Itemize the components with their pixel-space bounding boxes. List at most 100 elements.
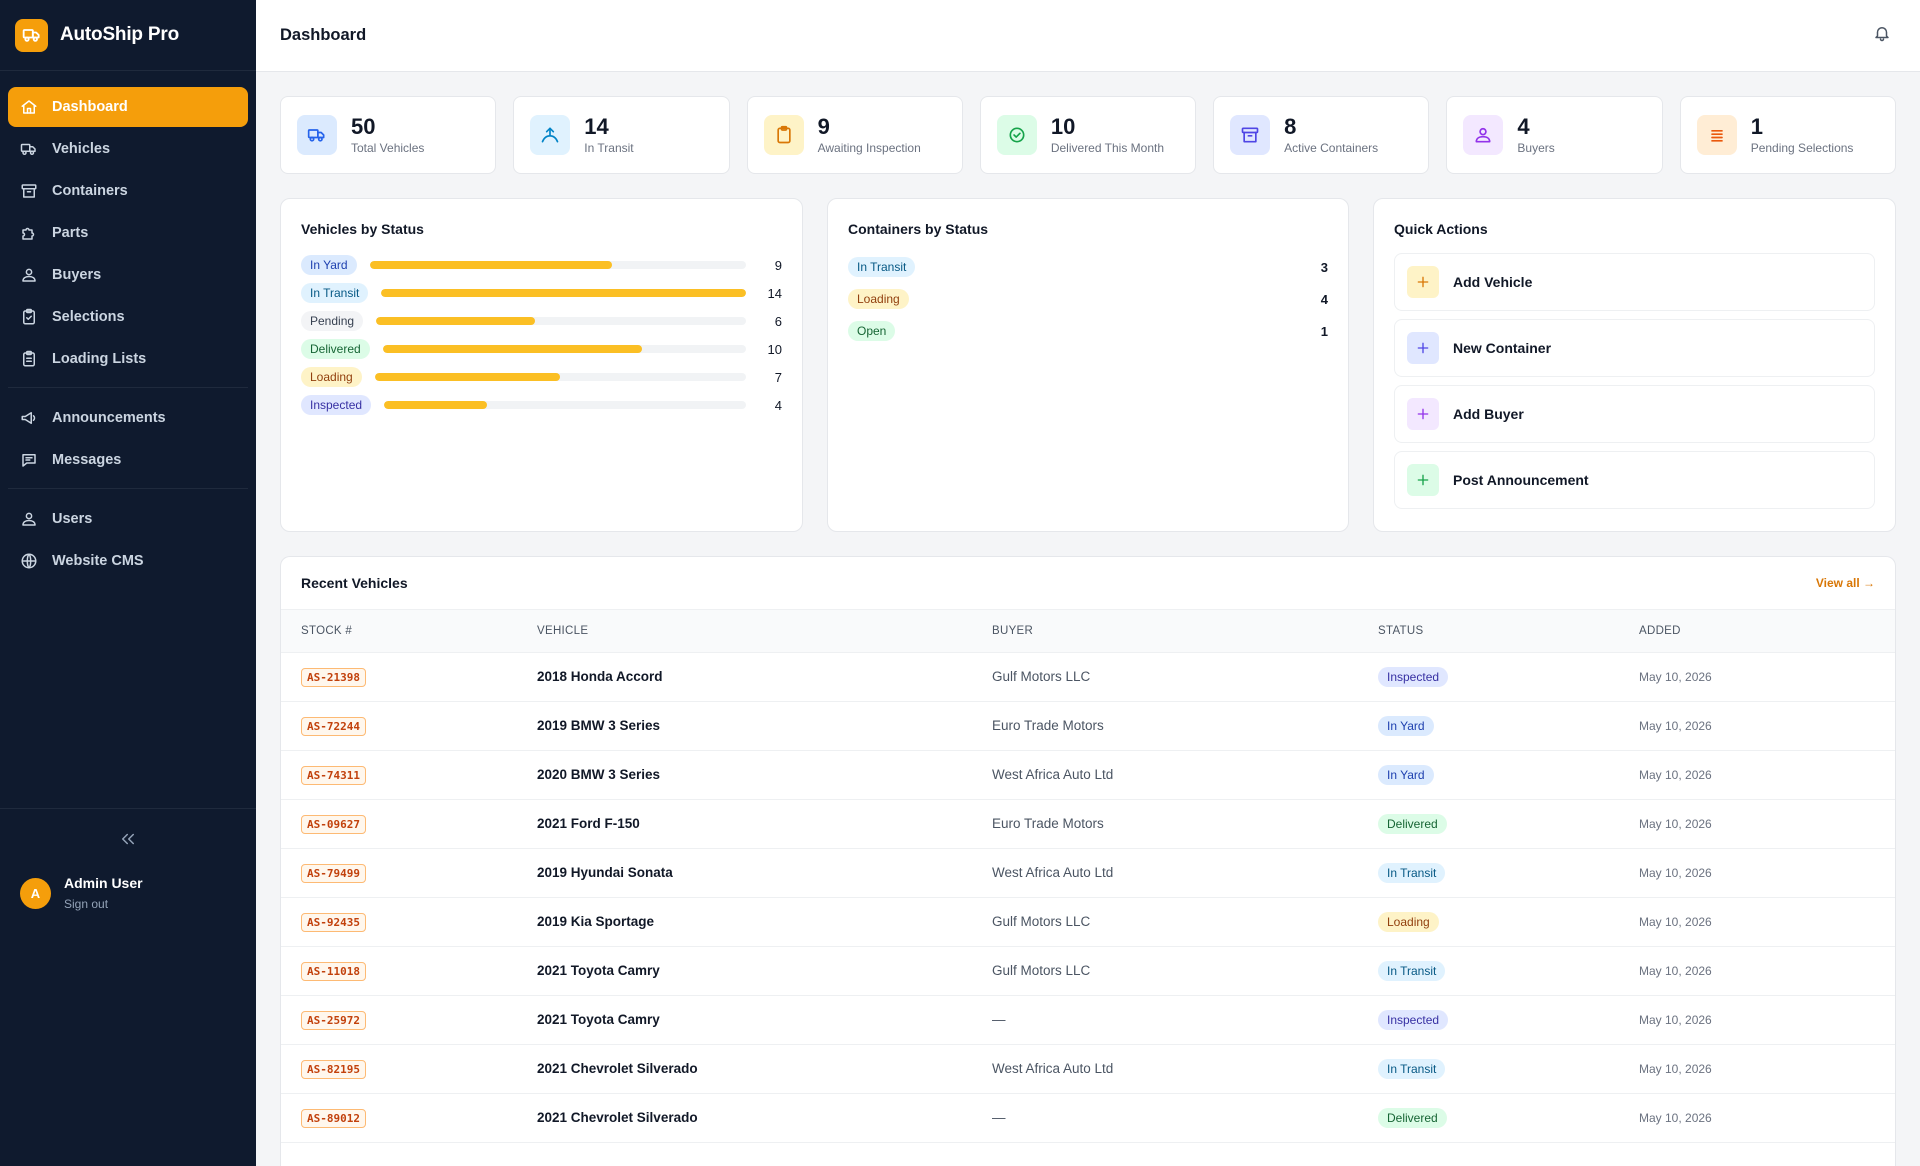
table-row[interactable]: AS-09627 2021 Ford F-150 Euro Trade Motors… xyxy=(281,799,1895,849)
panel-title: Quick Actions xyxy=(1394,221,1488,237)
table-row[interactable]: AS-89012 2021 Chevrolet Silverado — Deliver… xyxy=(281,1093,1895,1143)
containers-status-list: In Transit 3 Loading 4 Open 1 xyxy=(848,251,1328,347)
post-announcement-button[interactable]: Post Announcement xyxy=(1394,451,1875,509)
status-badge: Loading xyxy=(848,289,909,309)
page-title: Dashboard xyxy=(280,26,367,44)
status-badge: Delivered xyxy=(1378,1107,1447,1128)
status-bar-fill xyxy=(376,317,535,325)
stat-active-containers[interactable]: 8 Active Containers xyxy=(1213,96,1430,174)
sidebar-item-loading-lists[interactable]: Loading Lists xyxy=(8,339,248,379)
status-count: 7 xyxy=(774,369,782,385)
table-row[interactable]: AS-92435 2019 Kia Sportage Gulf Motors LLC… xyxy=(281,897,1895,947)
added-date: May 10, 2026 xyxy=(1639,1044,1895,1094)
nav-divider xyxy=(8,387,248,388)
status-badge: In Transit xyxy=(1378,862,1446,883)
stock-number[interactable]: AS-09627 xyxy=(301,815,366,834)
brand[interactable]: AutoShip Pro xyxy=(0,0,256,71)
stock-cell: AS-89012 xyxy=(281,1093,537,1143)
user-profile: A Admin User Sign out xyxy=(0,875,256,911)
stat-total-vehicles[interactable]: 50 Total Vehicles xyxy=(280,96,497,174)
stock-number[interactable]: AS-72244 xyxy=(301,717,366,736)
sidebar-item-selections[interactable]: Selections xyxy=(8,297,248,337)
status-row[interactable]: Open 1 xyxy=(848,315,1328,347)
vehicle-name: 2019 Kia Sportage xyxy=(537,897,992,947)
new-container-button[interactable]: New Container xyxy=(1394,319,1875,377)
sidebar-item-label: Vehicles xyxy=(52,141,111,157)
sidebar-item-messages[interactable]: Messages xyxy=(8,440,248,480)
truck-logo-icon xyxy=(15,18,48,52)
stock-number[interactable]: AS-82195 xyxy=(301,1060,366,1079)
table-row[interactable]: AS-82195 2021 Chevrolet Silverado West Afr… xyxy=(281,1044,1895,1094)
view-all-link[interactable]: View all → xyxy=(1815,576,1875,590)
column-header: STOCK # xyxy=(281,610,537,653)
status-row[interactable]: Delivered 10 xyxy=(301,335,782,363)
stat-value: 14 xyxy=(584,114,609,139)
panel-title: Recent Vehicles xyxy=(301,575,408,591)
buyer-name: West Africa Auto Ltd xyxy=(992,848,1378,898)
quick-actions-panel: Quick Actions Add Vehicle New Container Ad… xyxy=(1373,198,1896,532)
status-row[interactable]: Pending 6 xyxy=(301,307,782,335)
vehicles-by-status-panel: Vehicles by Status In Yard 9 In Transit 14 P… xyxy=(280,198,803,532)
stat-pending-selections[interactable]: 1 Pending Selections xyxy=(1679,96,1896,174)
buyer-name: Gulf Motors LLC xyxy=(992,652,1378,702)
status-count: 10 xyxy=(767,341,782,357)
status-row[interactable]: Inspected 4 xyxy=(301,391,782,419)
stock-number[interactable]: AS-21398 xyxy=(301,668,366,687)
status-row[interactable]: Loading 4 xyxy=(848,283,1328,315)
add-vehicle-button[interactable]: Add Vehicle xyxy=(1394,253,1875,311)
column-header: STATUS xyxy=(1378,610,1639,653)
users-icon xyxy=(20,266,38,284)
stat-label: In Transit xyxy=(584,141,634,155)
buyer-name: Euro Trade Motors xyxy=(992,799,1378,849)
table-row[interactable]: AS-72244 2019 BMW 3 Series Euro Trade Moto… xyxy=(281,701,1895,751)
stock-number[interactable]: AS-11018 xyxy=(301,962,366,981)
stock-cell: AS-79499 xyxy=(281,848,537,898)
status-row[interactable]: Loading 7 xyxy=(301,363,782,391)
sidebar-item-containers[interactable]: Containers xyxy=(8,171,248,211)
stock-cell: AS-11018 xyxy=(281,946,537,996)
status-cell: Loading xyxy=(1378,897,1639,947)
sidebar-item-dashboard[interactable]: Dashboard xyxy=(8,87,248,127)
status-row[interactable]: In Yard 9 xyxy=(301,251,782,279)
stock-number[interactable]: AS-89012 xyxy=(301,1109,366,1128)
table-row[interactable]: AS-25972 2021 Toyota Camry — Inspected May 1… xyxy=(281,995,1895,1045)
stat-value: 10 xyxy=(1050,114,1076,139)
home-icon xyxy=(20,98,38,116)
status-badge: In Transit xyxy=(301,283,369,303)
added-date: May 10, 2026 xyxy=(1639,848,1895,898)
collapse-sidebar-button[interactable] xyxy=(0,811,256,871)
vehicle-name: 2019 BMW 3 Series xyxy=(537,701,992,751)
table-row[interactable]: AS-79499 2019 Hyundai Sonata West Africa A… xyxy=(281,848,1895,898)
status-row[interactable]: In Transit 3 xyxy=(848,251,1328,283)
add-buyer-button[interactable]: Add Buyer xyxy=(1394,385,1875,443)
table-row[interactable]: AS-74311 2020 BMW 3 Series West Africa Aut… xyxy=(281,750,1895,800)
bell-icon xyxy=(1873,24,1891,47)
sidebar-item-vehicles[interactable]: Vehicles xyxy=(8,129,248,169)
stat-value: 4 xyxy=(1517,114,1530,139)
column-header: VEHICLE xyxy=(537,610,992,653)
status-bar-fill xyxy=(381,289,746,297)
plus-icon xyxy=(1407,464,1439,496)
sidebar-item-parts[interactable]: Parts xyxy=(8,213,248,253)
sidebar-item-users[interactable]: Users xyxy=(8,499,248,539)
sidebar-item-website-cms[interactable]: Website CMS xyxy=(8,541,248,581)
table-row[interactable]: AS-11018 2021 Toyota Camry Gulf Motors LLC… xyxy=(281,946,1895,996)
sidebar-item-announcements[interactable]: Announcements xyxy=(8,398,248,438)
stock-number[interactable]: AS-74311 xyxy=(301,766,366,785)
buyer-name: — xyxy=(992,995,1378,1045)
stat-awaiting-inspection[interactable]: 9 Awaiting Inspection xyxy=(746,96,963,174)
sidebar-item-buyers[interactable]: Buyers xyxy=(8,255,248,295)
table-row[interactable]: AS-21398 2018 Honda Accord Gulf Motors LLC… xyxy=(281,652,1895,702)
stock-cell: AS-09627 xyxy=(281,799,537,849)
vehicle-name: 2021 Ford F-150 xyxy=(537,799,992,849)
status-row[interactable]: In Transit 14 xyxy=(301,279,782,307)
stat-buyers[interactable]: 4 Buyers xyxy=(1446,96,1663,174)
sign-out-link[interactable]: Sign out xyxy=(64,897,109,911)
stock-number[interactable]: AS-92435 xyxy=(301,913,366,932)
notifications-button[interactable] xyxy=(1868,22,1896,50)
stock-number[interactable]: AS-25972 xyxy=(301,1011,366,1030)
stock-number[interactable]: AS-79499 xyxy=(301,864,366,883)
stat-in-transit[interactable]: 14 In Transit xyxy=(513,96,730,174)
stat-delivered-this-month[interactable]: 10 Delivered This Month xyxy=(979,96,1197,174)
truck-icon xyxy=(20,140,38,158)
